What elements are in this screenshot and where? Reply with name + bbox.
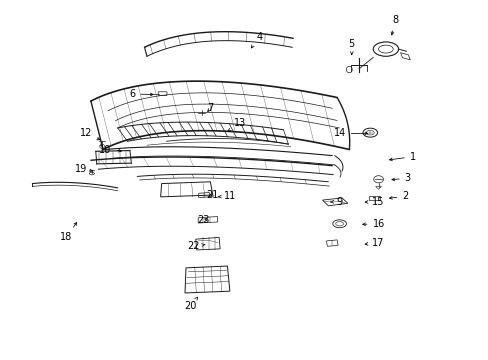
Text: 16: 16 (362, 219, 384, 229)
Text: 8: 8 (390, 15, 398, 35)
Text: 23: 23 (197, 215, 209, 225)
Text: 20: 20 (184, 297, 197, 311)
Text: 3: 3 (391, 173, 410, 183)
Text: 11: 11 (218, 191, 236, 201)
Text: 5: 5 (348, 39, 354, 55)
Text: 7: 7 (207, 103, 213, 113)
Text: 12: 12 (80, 129, 100, 140)
Text: 9: 9 (330, 197, 342, 207)
Text: 4: 4 (251, 32, 262, 48)
Text: 19: 19 (75, 164, 93, 174)
Text: 18: 18 (61, 222, 77, 242)
Text: 21: 21 (206, 190, 219, 200)
Text: 1: 1 (389, 152, 415, 162)
Text: 17: 17 (365, 238, 384, 248)
Text: 2: 2 (389, 191, 407, 201)
Text: 13: 13 (227, 118, 245, 131)
Text: 6: 6 (129, 89, 153, 99)
Text: 22: 22 (187, 241, 204, 251)
Text: 14: 14 (333, 129, 367, 138)
Text: 10: 10 (99, 144, 121, 154)
Text: 15: 15 (365, 197, 384, 207)
